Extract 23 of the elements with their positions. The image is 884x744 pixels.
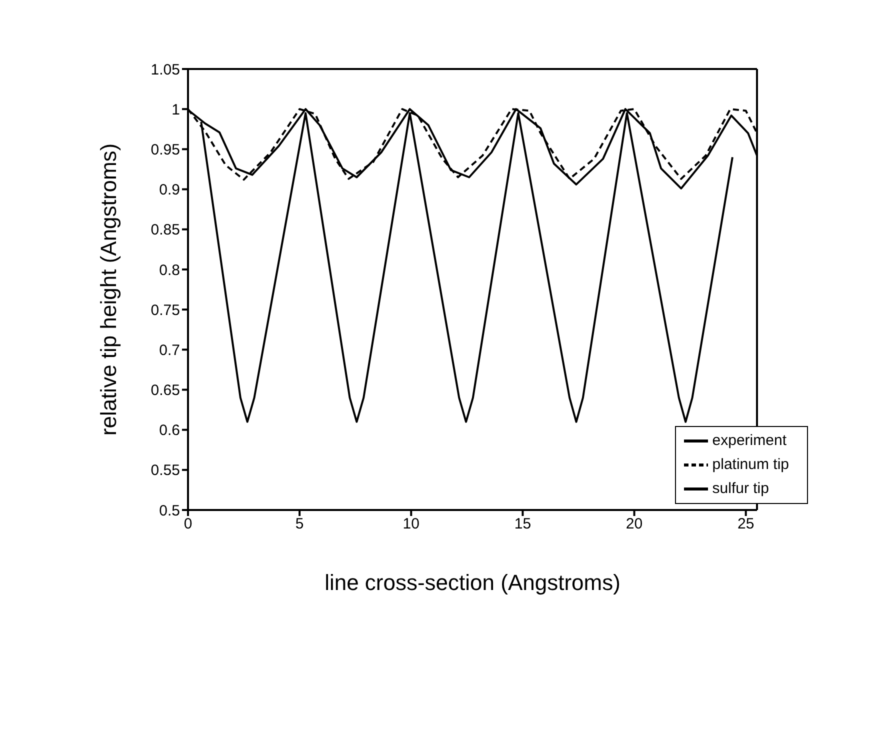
- legend-label: experiment: [712, 432, 786, 450]
- y-axis-title: relative tip height (Angstroms): [96, 143, 121, 436]
- y-tick-label: 0.85: [150, 222, 180, 239]
- y-tick-label: 0.8: [159, 262, 180, 279]
- y-tick-label: 1.05: [150, 61, 180, 78]
- legend-label: sulfur tip: [712, 480, 769, 498]
- x-tick-label: 20: [626, 516, 643, 533]
- y-tick-label: 1: [172, 101, 180, 118]
- y-tick-label: 0.7: [159, 342, 180, 359]
- x-tick-label: 15: [514, 516, 532, 533]
- y-tick-label: 0.75: [150, 302, 180, 319]
- y-tick-label: 0.55: [150, 462, 180, 480]
- x-tick-label: 0: [184, 516, 192, 533]
- x-axis-title: line cross-section (Angstroms): [324, 570, 620, 595]
- x-tick-label: 10: [402, 516, 420, 533]
- x-tick-label: 5: [295, 516, 304, 533]
- y-tick-label: 0.5: [159, 502, 180, 520]
- y-tick-label: 0.6: [159, 422, 180, 440]
- x-tick-label: 25: [738, 516, 754, 533]
- y-tick-label: 0.9: [159, 182, 180, 199]
- y-tick-label: 0.65: [150, 382, 180, 400]
- legend-label: platinum tip: [712, 456, 789, 474]
- y-tick-label: 0.95: [150, 142, 180, 159]
